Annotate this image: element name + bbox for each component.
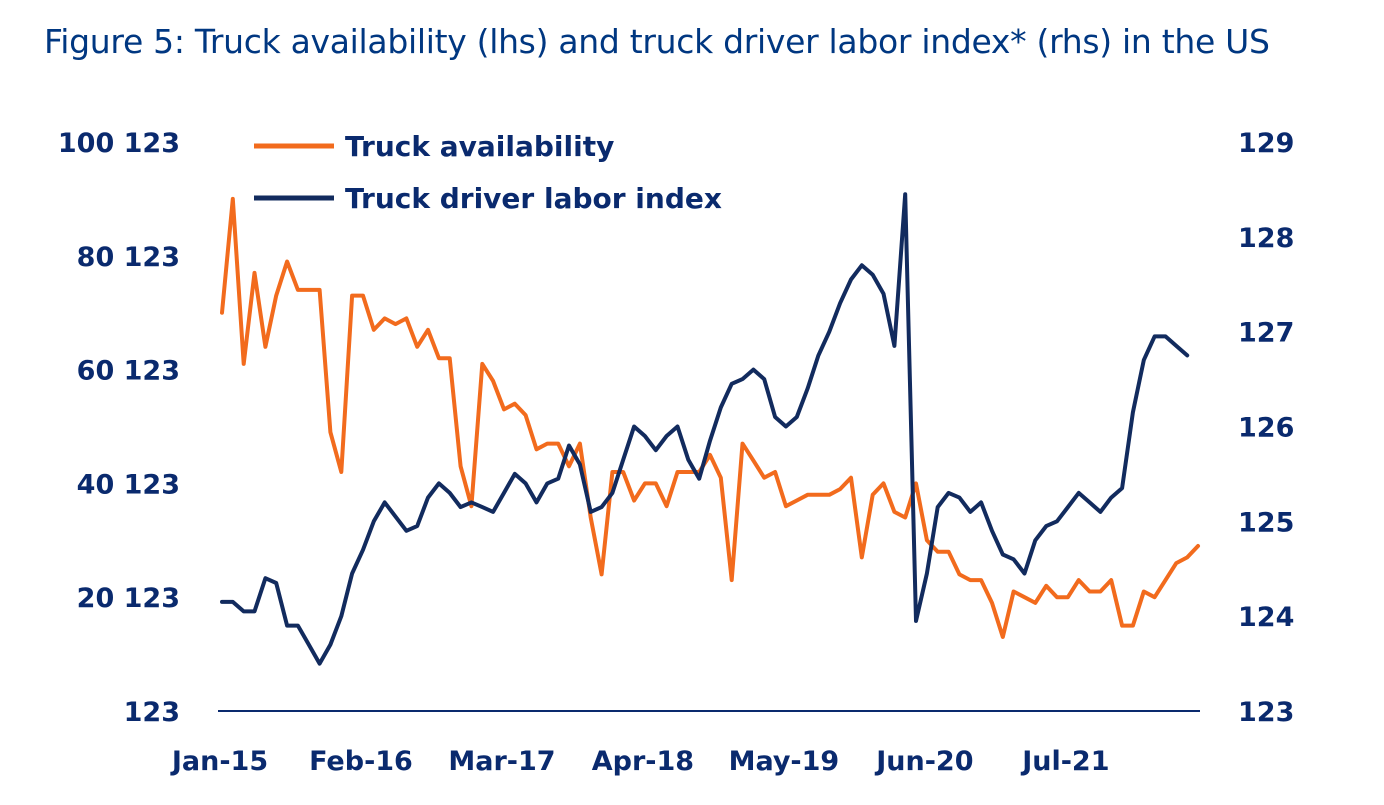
series-layer xyxy=(220,192,1200,666)
left-tick-label: 123 xyxy=(124,697,180,728)
series-line-truck-driver-labor-index xyxy=(220,192,1190,666)
left-tick-label: 80 123 xyxy=(77,242,180,273)
right-axis-ticks: 123 124 125 126 127 128 129 xyxy=(1238,128,1294,728)
legend: Truck availability Truck driver labor in… xyxy=(254,130,722,215)
right-tick-label: 127 xyxy=(1238,318,1294,349)
legend-label-truck-availability: Truck availability xyxy=(345,130,614,163)
left-axis-ticks: 123 20 123 40 123 60 123 80 123 100 123 xyxy=(58,128,180,728)
x-tick-label: Jul-21 xyxy=(1020,746,1109,777)
right-tick-label: 125 xyxy=(1238,507,1294,538)
right-tick-label: 128 xyxy=(1238,223,1294,254)
x-tick-label: Jun-20 xyxy=(874,746,973,777)
left-tick-label: 20 123 xyxy=(77,583,180,614)
right-tick-label: 126 xyxy=(1238,413,1294,444)
right-tick-label: 123 xyxy=(1238,697,1294,728)
right-tick-label: 124 xyxy=(1238,602,1294,633)
left-tick-label: 40 123 xyxy=(77,469,180,500)
legend-label-truck-driver-labor-index: Truck driver labor index xyxy=(345,182,722,215)
series-line-truck-availability xyxy=(220,196,1200,639)
left-tick-label: 60 123 xyxy=(77,356,180,387)
x-tick-label: Apr-18 xyxy=(592,746,694,777)
left-tick-label: 100 123 xyxy=(58,128,180,159)
x-tick-label: May-19 xyxy=(729,746,840,777)
chart-title: Figure 5: Truck availability (lhs) and t… xyxy=(44,22,1270,61)
x-tick-label: Jan-15 xyxy=(170,746,268,777)
x-tick-label: Mar-17 xyxy=(448,746,555,777)
right-tick-label: 129 xyxy=(1238,128,1294,159)
x-tick-label: Feb-16 xyxy=(309,746,413,777)
x-axis-ticks: Jan-15 Feb-16 Mar-17 Apr-18 May-19 Jun-20 Jul-… xyxy=(170,746,1110,777)
